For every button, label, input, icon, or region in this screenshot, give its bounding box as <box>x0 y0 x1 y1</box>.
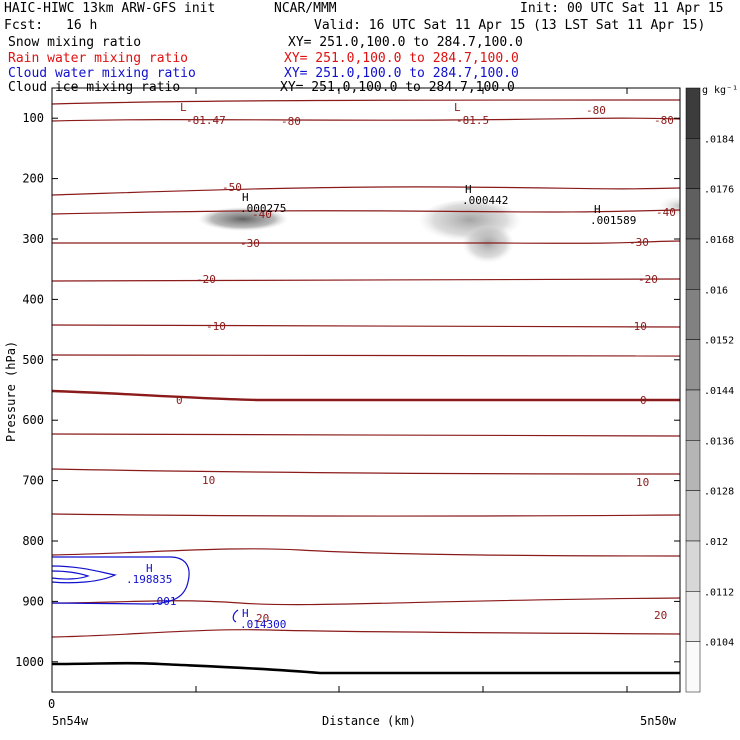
y-tick-label: 400 <box>22 292 44 306</box>
y-tick-label: 800 <box>22 534 44 548</box>
temp-contour <box>52 187 680 195</box>
colorbar-label: .0168 <box>704 235 734 246</box>
y-tick-label: 700 <box>22 474 44 488</box>
cloudwater-contour-small <box>233 610 238 622</box>
colorbar-label: .0184 <box>704 134 734 145</box>
colorbar-swatch <box>686 390 700 440</box>
contour-label: -30 <box>629 236 649 249</box>
colorbar-swatch <box>686 591 700 641</box>
contour-label: -40 <box>656 206 676 219</box>
colorbar-swatch <box>686 491 700 541</box>
contour-label: -50 <box>222 181 242 194</box>
temp-contour <box>52 325 680 327</box>
temp-contour <box>52 434 680 436</box>
temp-contour <box>52 469 680 474</box>
colorbar-swatch <box>686 138 700 188</box>
x-tick-zero: 0 <box>48 697 55 711</box>
y-tick-label: 100 <box>22 111 44 125</box>
y-tick-label: 1000 <box>15 655 44 669</box>
temp-contour <box>52 279 680 281</box>
temp-contour <box>52 118 680 121</box>
contour-label: -80 <box>586 104 606 117</box>
colorbar-swatch <box>686 541 700 591</box>
colorbar-swatch <box>686 189 700 239</box>
y-axis-title: Pressure (hPa) <box>4 341 18 442</box>
colorbar-label: .0152 <box>704 336 734 347</box>
contour-label: -10 <box>627 320 647 333</box>
colorbar-label: .0112 <box>704 587 734 598</box>
contour-label: -30 <box>240 237 260 250</box>
contour-label: -80 <box>281 115 301 128</box>
extrema-value: .001589 <box>590 214 636 227</box>
contour-label: -81.47 <box>186 114 226 127</box>
cloudwater-contour-core <box>52 571 88 579</box>
y-tick-label: 500 <box>22 353 44 367</box>
cloud-water-contours <box>52 557 238 622</box>
colorbar-swatch <box>686 440 700 490</box>
colorbar-label: .0136 <box>704 436 734 447</box>
extrema-value: .014300 <box>240 618 286 631</box>
colorbar-swatch <box>686 642 700 692</box>
colorbar-label: .0176 <box>704 185 734 196</box>
colorbar-label: .0104 <box>704 638 734 649</box>
colorbar-swatch <box>686 289 700 339</box>
contour-label: 10 <box>202 474 215 487</box>
colorbar-swatch <box>686 88 700 138</box>
temp-contour <box>52 549 680 556</box>
y-tick-label: 900 <box>22 594 44 608</box>
temp-contour <box>52 630 680 637</box>
cross-section-chart: L L -81.47 -80 -81.5 -80 -80 -50 -40 -40… <box>0 0 740 740</box>
colorbar-swatch <box>686 239 700 289</box>
x-right-label: 5n50w <box>640 714 677 728</box>
temp-contour <box>52 241 680 243</box>
contour-label: -80 <box>654 114 674 127</box>
colorbar-label: .012 <box>704 537 728 548</box>
extrema-value: .198835 <box>126 573 172 586</box>
colorbar-label: .0144 <box>704 386 734 397</box>
temp-contour <box>52 210 680 214</box>
shading-blob-2b <box>462 225 514 265</box>
colorbar-swatch <box>686 340 700 390</box>
contour-label: 10 <box>636 476 649 489</box>
y-tick-label: 600 <box>22 413 44 427</box>
y-tick-label: 200 <box>22 172 44 186</box>
extrema-value: .000442 <box>462 194 508 207</box>
extrema-mark-L: L <box>454 101 461 114</box>
contour-labels: L L -81.47 -80 -81.5 -80 -80 -50 -40 -40… <box>126 101 676 631</box>
ground-line <box>52 663 680 673</box>
contour-label: -20 <box>196 273 216 286</box>
colorbar-label: .0128 <box>704 487 734 498</box>
colorbar-unit: g kg⁻¹ <box>702 85 738 96</box>
x-axis-title: Distance (km) <box>322 714 416 728</box>
y-tick-label: 300 <box>22 232 44 246</box>
temp-contour <box>52 514 680 516</box>
contour-label: -81.5 <box>456 114 489 127</box>
colorbar-label: .016 <box>704 285 728 296</box>
contour-label: 0 <box>640 394 647 407</box>
contour-label: 20 <box>654 609 667 622</box>
temp-contour <box>52 355 680 356</box>
colorbar: g kg⁻¹ .0184 .0176 .0168 .016 .0152 .0144 .013… <box>686 85 738 692</box>
x-left-label: 5n54w <box>52 714 89 728</box>
contour-label: 0 <box>176 394 183 407</box>
extrema-value: .000275 <box>240 202 286 215</box>
temp-contour-zero <box>52 391 680 400</box>
cloudwater-contour-label: .001 <box>150 595 177 608</box>
contour-label: -20 <box>638 273 658 286</box>
contour-label: -10 <box>206 320 226 333</box>
extrema-mark-L: L <box>180 101 187 114</box>
